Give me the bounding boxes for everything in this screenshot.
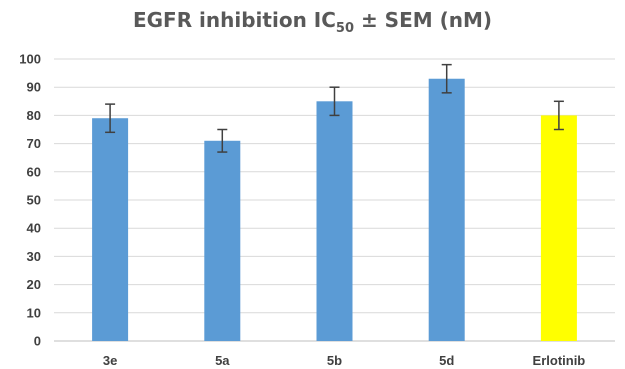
chart-title-main: EGFR inhibition IC [132, 8, 336, 32]
chart-title: EGFR inhibition IC50 ± SEM (nM) [0, 8, 625, 36]
y-tick-label: 80 [27, 108, 41, 123]
y-tick-label: 20 [27, 277, 41, 292]
chart-title-rest: ± SEM (nM) [354, 8, 493, 32]
x-tick-label: 3e [103, 353, 117, 368]
y-tick-label: 50 [27, 193, 41, 208]
y-tick-label: 40 [27, 221, 41, 236]
bar-5d [428, 78, 465, 342]
x-tick-label: 5a [215, 353, 230, 368]
bar-3e [92, 118, 129, 341]
x-tick-label: 5b [327, 353, 342, 368]
error-bars [105, 63, 564, 153]
y-tick-label: 100 [19, 52, 41, 67]
bar-5b [316, 101, 353, 341]
x-axis-ticks: 3e 5a 5b 5d Erlotinib [103, 353, 585, 368]
x-tick-label: Erlotinib [533, 353, 586, 368]
y-axis-ticks: 0 10 20 30 40 50 60 70 80 90 100 [19, 52, 41, 349]
y-tick-label: 60 [27, 164, 41, 179]
y-tick-label: 30 [27, 249, 41, 264]
bars [92, 78, 577, 342]
y-tick-label: 70 [27, 136, 41, 151]
chart-title-subscript: 50 [335, 21, 354, 36]
bar-erlotinib [540, 115, 577, 342]
y-tick-label: 0 [34, 334, 41, 349]
y-tick-label: 90 [27, 80, 41, 95]
y-tick-label: 10 [27, 305, 41, 320]
x-tick-label: 5d [439, 353, 454, 368]
bar-5a [204, 140, 241, 341]
